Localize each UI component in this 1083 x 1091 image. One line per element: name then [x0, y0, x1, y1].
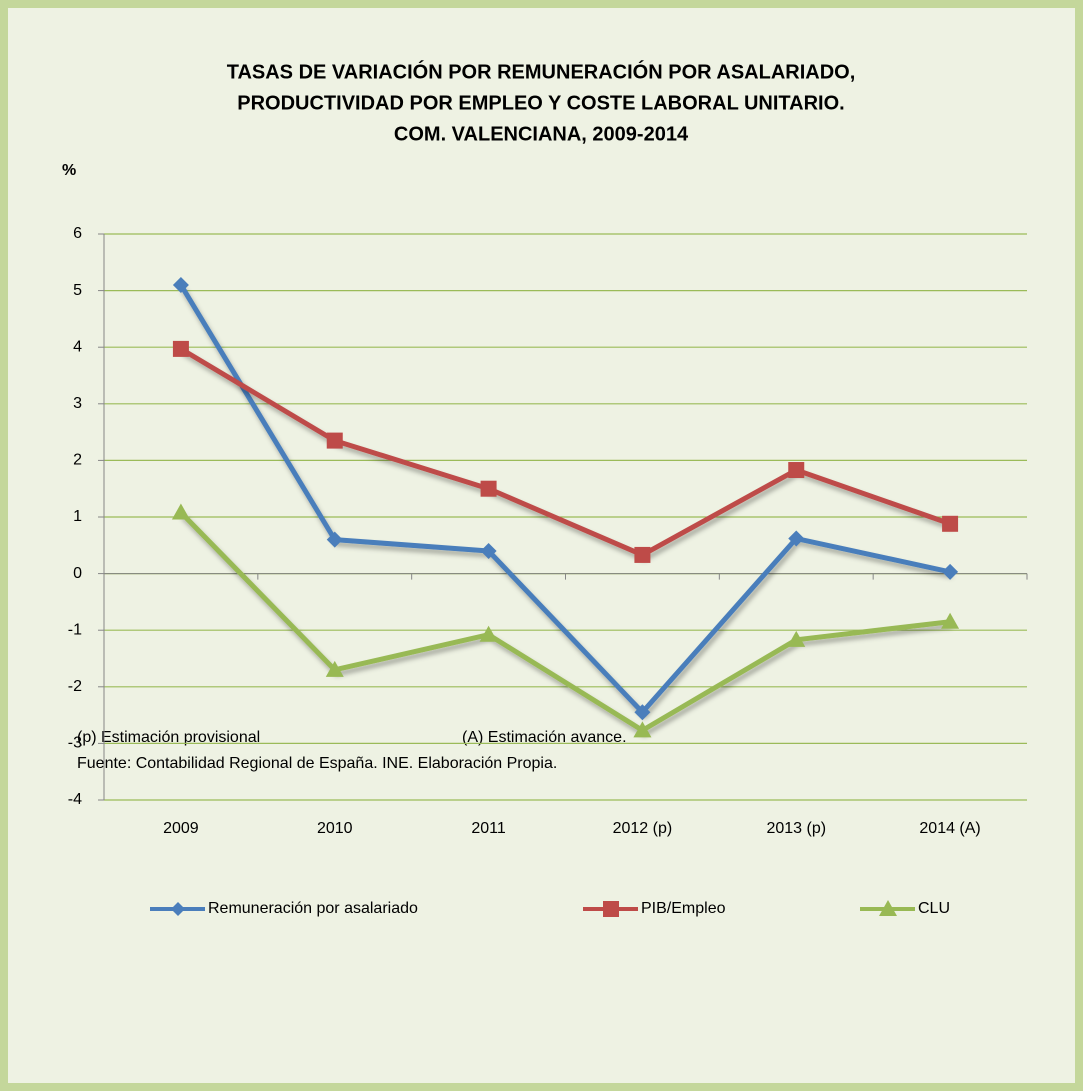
- x-tick-label: 2014 (A): [919, 820, 980, 837]
- marker: [634, 546, 651, 563]
- y-tick-label: -4: [68, 791, 82, 808]
- marker: [941, 612, 960, 629]
- note: (A) Estimación avance.: [462, 729, 627, 746]
- marker: [325, 660, 344, 677]
- marker: [480, 480, 497, 497]
- legend-marker: [171, 902, 185, 916]
- marker: [479, 625, 498, 642]
- y-tick-label: -3: [68, 735, 82, 752]
- x-tick-label: 2011: [471, 820, 506, 837]
- marker: [633, 721, 652, 738]
- series-line: [179, 346, 951, 558]
- chart-title: COM. VALENCIANA, 2009-2014: [394, 123, 689, 145]
- y-tick-label: -2: [68, 678, 82, 695]
- marker: [788, 462, 805, 479]
- y-tick-label: 4: [73, 338, 82, 355]
- marker: [634, 704, 651, 721]
- marker: [172, 340, 189, 357]
- series-line: [178, 283, 951, 715]
- marker: [787, 630, 806, 647]
- x-tick-label: 2012 (p): [613, 820, 673, 837]
- legend-marker: [879, 900, 897, 916]
- legend-label: Remuneración por asalariado: [208, 900, 418, 917]
- y-axis-label: %: [62, 162, 76, 179]
- marker: [326, 531, 343, 548]
- y-tick-label: 3: [73, 395, 82, 412]
- y-tick-label: 5: [73, 282, 82, 299]
- note: (p) Estimación provisional: [77, 729, 260, 746]
- y-tick-label: 2: [73, 452, 82, 469]
- legend-marker: [603, 901, 619, 917]
- y-tick-label: 0: [73, 565, 82, 582]
- marker: [942, 563, 959, 580]
- marker: [480, 542, 497, 559]
- marker: [942, 515, 959, 532]
- chart-title: PRODUCTIVIDAD POR EMPLEO Y COSTE LABORAL…: [237, 92, 844, 114]
- marker: [788, 530, 805, 547]
- y-tick-label: -1: [68, 621, 82, 638]
- chart-title: TASAS DE VARIACIÓN POR REMUNERACIÓN POR …: [227, 59, 856, 83]
- note: Fuente: Contabilidad Regional de España.…: [77, 755, 557, 772]
- marker: [326, 432, 343, 449]
- marker: [172, 276, 189, 293]
- y-tick-label: 1: [73, 508, 82, 525]
- y-tick-label: 6: [73, 225, 82, 242]
- x-tick-label: 2010: [317, 820, 353, 837]
- marker: [171, 503, 190, 520]
- legend-label: CLU: [918, 900, 950, 917]
- series-line: [179, 510, 951, 733]
- x-tick-label: 2009: [163, 820, 199, 837]
- legend-label: PIB/Empleo: [641, 900, 726, 917]
- x-tick-label: 2013 (p): [766, 820, 826, 837]
